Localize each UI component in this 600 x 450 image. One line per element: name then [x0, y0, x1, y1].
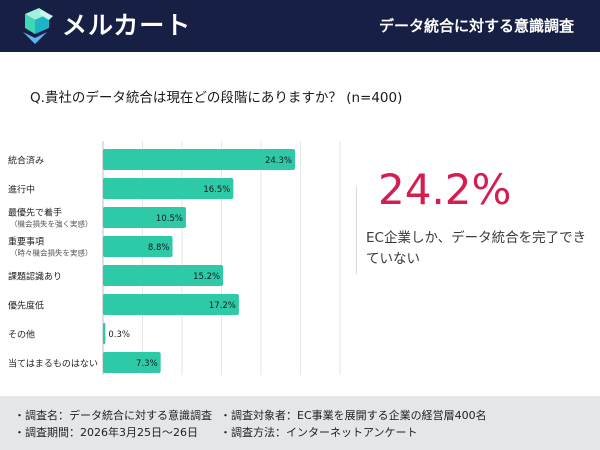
category-label: 最優先で着手（機会損失を強く実感） — [8, 207, 93, 229]
survey-title: データ統合に対する意識調査 — [378, 17, 574, 35]
bar — [103, 352, 161, 373]
footer-survey-name: ・調査名：データ統合に対する意識調査 — [14, 409, 212, 422]
value-label: 0.3% — [108, 330, 130, 340]
header-bar: メルカート データ統合に対する意識調査 — [0, 0, 600, 52]
bar — [103, 178, 234, 199]
category-label: 重要事項（時々機会損失を実感） — [8, 236, 93, 258]
brand-logo-icon — [23, 8, 53, 44]
value-label: 7.3% — [136, 359, 158, 369]
footer-survey-target: ・調査対象者：EC事業を展開する企業の経営層400名 — [220, 409, 487, 422]
value-label: 8.8% — [148, 243, 170, 253]
footer-survey-method: ・調査方法：インターネットアンケート — [220, 426, 418, 439]
category-label: 統合済み — [8, 155, 44, 167]
bar — [103, 265, 224, 286]
value-label: 17.2% — [209, 301, 236, 311]
divider — [356, 186, 357, 274]
brand-name: メルカート — [62, 11, 192, 40]
value-label: 15.2% — [193, 272, 220, 282]
footer-survey-period: ・調査期間：2026年3月25日〜26日 — [14, 426, 198, 439]
bar — [103, 323, 106, 344]
value-label: 24.3% — [265, 156, 292, 166]
category-label: 当てはまるものはない — [8, 358, 98, 370]
category-label: 進行中 — [8, 184, 35, 196]
bar-chart: 統合済み 24.3% 進行中 16.5% 最優先で着手（機会損失を強く実感） 10.5% 重… — [8, 141, 341, 375]
highlight-text: EC企業しか、データ統合を完了できていない — [366, 230, 587, 267]
footer: ・調査名：データ統合に対する意識調査 ・調査対象者：EC事業を展開する企業の経営… — [0, 396, 600, 450]
value-label: 10.5% — [156, 214, 183, 224]
category-label: その他 — [8, 329, 35, 341]
category-label: 課題認識あり — [8, 271, 62, 283]
bar — [103, 207, 186, 228]
highlight-value: 24.2% — [378, 165, 512, 214]
category-label: 優先度低 — [8, 300, 44, 312]
value-label: 16.5% — [203, 185, 230, 195]
bar — [103, 236, 173, 257]
question-text: Q.貴社のデータ統合は現在どの段階にありますか？ (n=400) — [30, 90, 403, 106]
bar — [103, 294, 239, 315]
bar — [103, 149, 295, 170]
